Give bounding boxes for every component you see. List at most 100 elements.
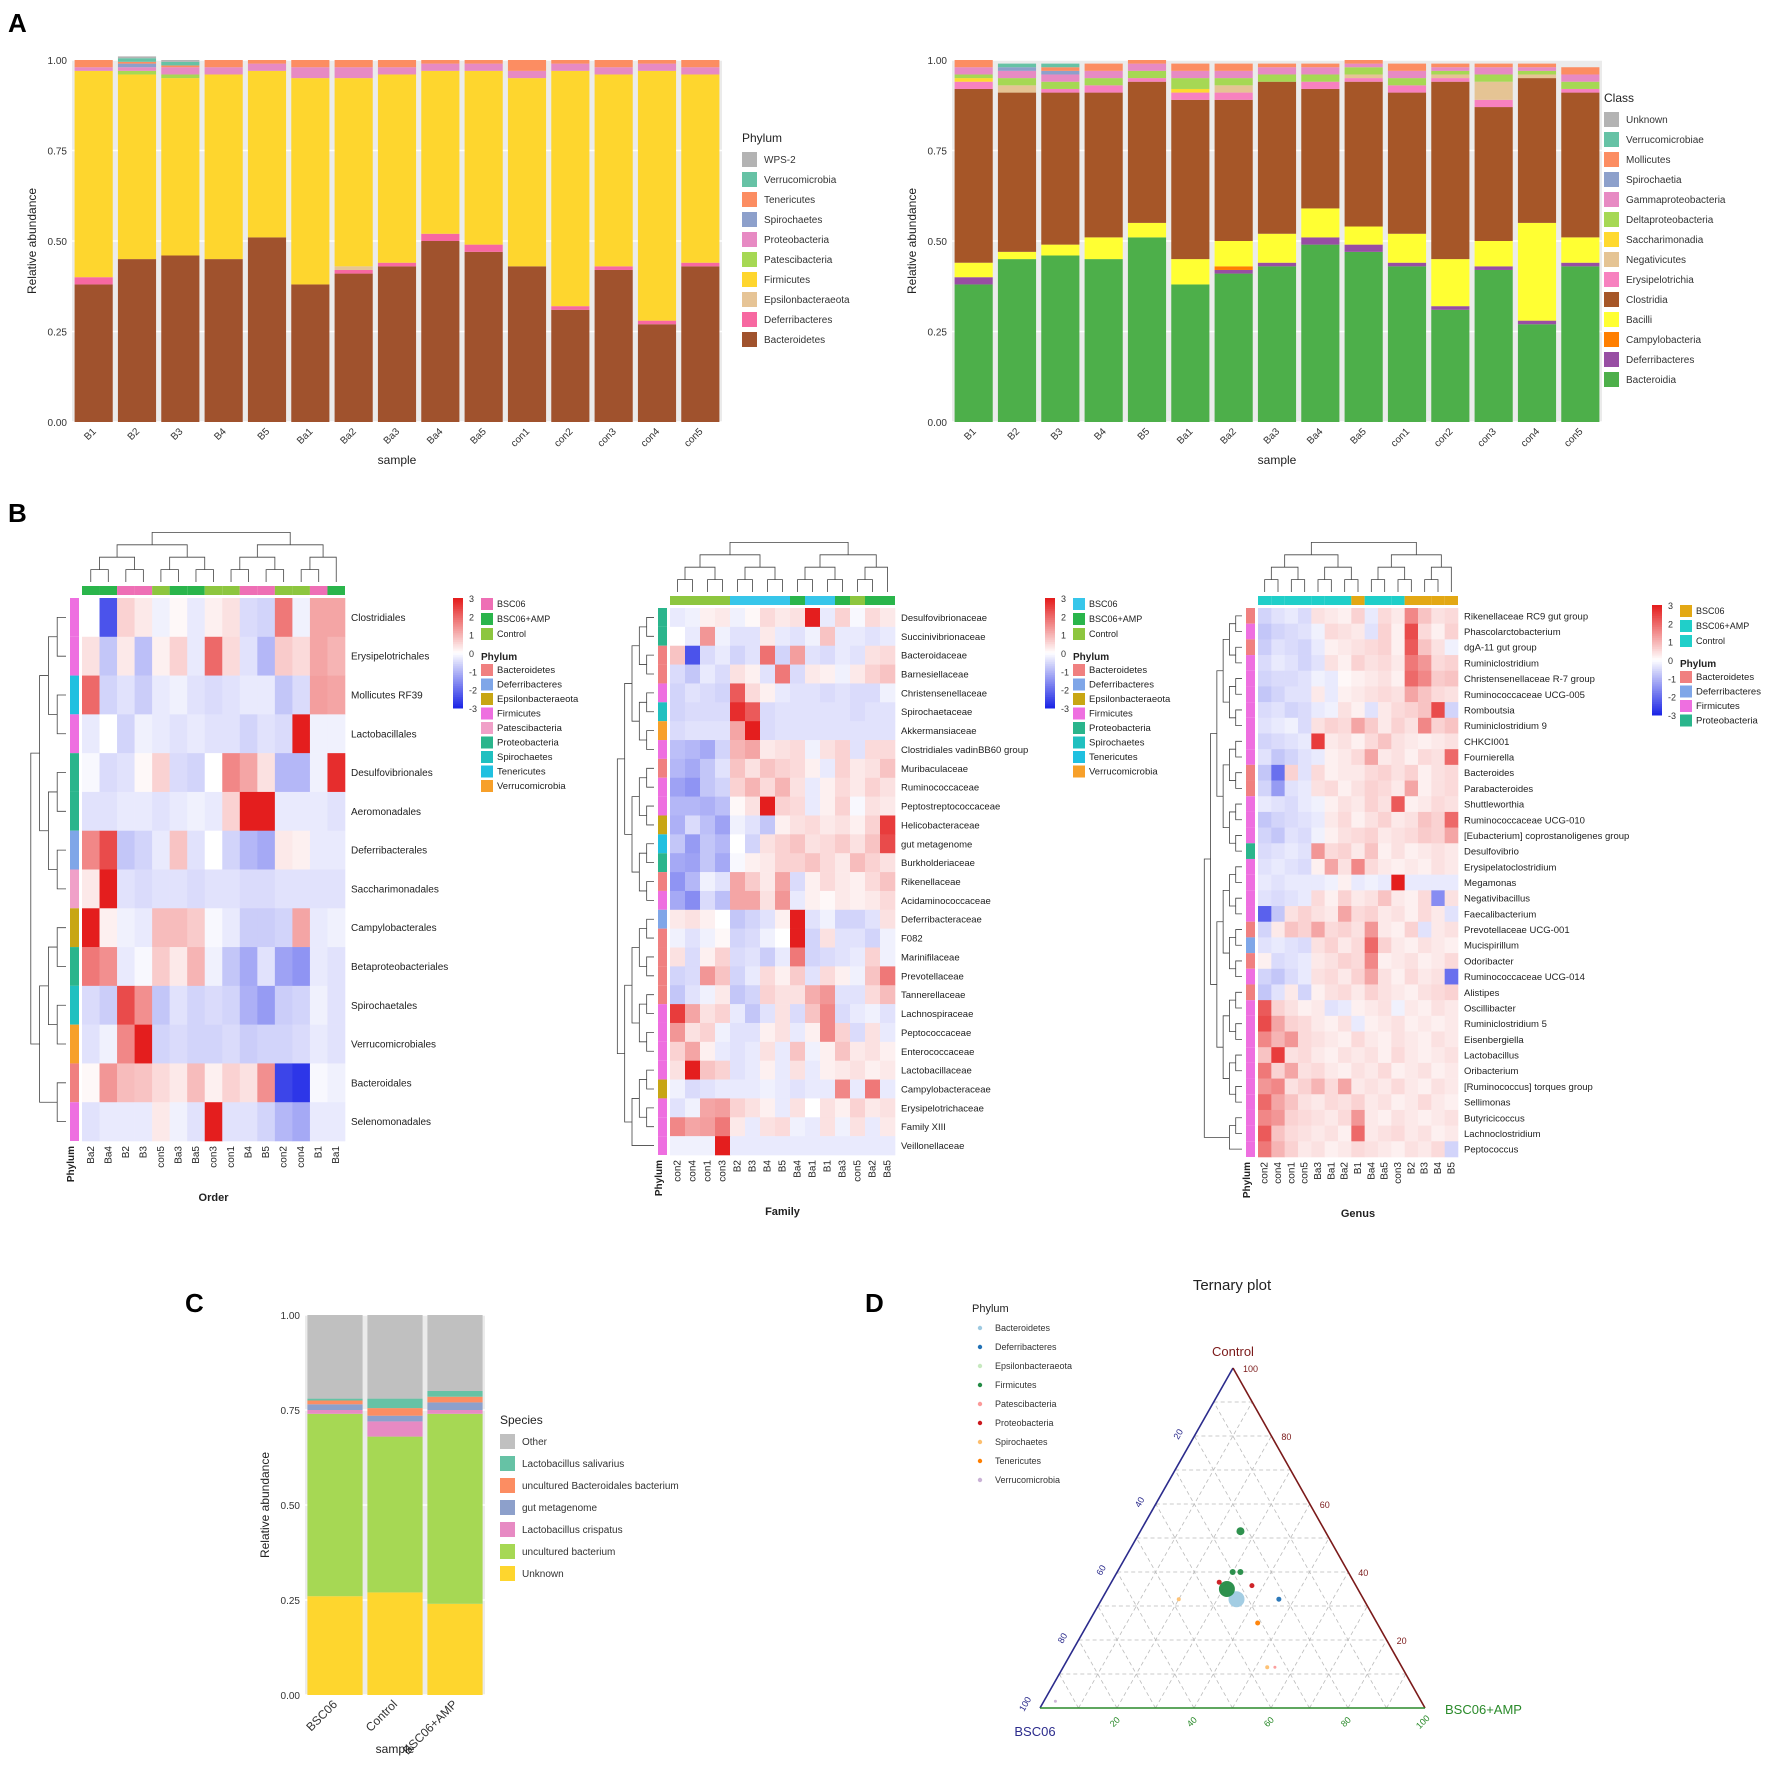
heatmap-cell <box>1284 1031 1299 1048</box>
color-scale-step <box>453 621 463 625</box>
column-label: con5 <box>853 1160 864 1182</box>
heatmap-cell <box>850 664 866 684</box>
bar-segment-bacilli <box>1517 222 1557 321</box>
heatmap-cell <box>1378 749 1392 766</box>
color-scale-step <box>453 645 463 648</box>
heatmap-cell <box>685 853 701 873</box>
heatmap-cell <box>1391 1062 1405 1079</box>
heatmap-cell <box>880 1022 896 1043</box>
heatmap-cell <box>1311 1000 1325 1017</box>
bar-segment-tenericutes <box>291 60 330 68</box>
heatmap-cell <box>1271 1031 1285 1048</box>
legend-label: Negativicutes <box>1626 255 1686 266</box>
column-group-bar <box>204 586 223 595</box>
heatmap-cell <box>99 1024 118 1064</box>
bar-segment-uncultured-bacterium <box>367 1436 423 1593</box>
heatmap-cell <box>700 1060 716 1080</box>
row-label: Spirochaetales <box>351 1001 417 1012</box>
color-scale-step <box>1045 698 1055 702</box>
color-scale-step <box>453 616 463 619</box>
heatmap-cell <box>99 598 118 638</box>
heatmap-cell <box>309 1102 328 1142</box>
dendrogram-branch <box>797 579 813 592</box>
heatmap-cell <box>820 664 836 684</box>
heatmap-cell <box>1271 1109 1285 1126</box>
row-label: Marinifilaceae <box>901 952 960 963</box>
heatmap-cell <box>1324 1000 1339 1017</box>
heatmap-cell <box>1378 1078 1392 1095</box>
heatmap-cell <box>1258 1062 1272 1079</box>
dendrogram-branch <box>1235 1117 1242 1134</box>
heatmap-cell <box>775 740 791 760</box>
legend-label: Campylobacteria <box>1626 335 1701 346</box>
phylum-legend-label: Deferribacteres <box>1089 680 1154 691</box>
legend-swatch <box>500 1478 515 1493</box>
heatmap-cell <box>820 985 836 1005</box>
heatmap-cell <box>1258 906 1272 923</box>
phylum-legend-swatch <box>481 722 493 734</box>
group-legend-label: BSC06+AMP <box>1089 614 1142 624</box>
heatmap-cell <box>1338 1000 1352 1017</box>
heatmap-cell <box>1444 1062 1459 1079</box>
heatmap-cell <box>805 608 821 628</box>
heatmap-cell <box>134 869 153 909</box>
row-phylum-bar <box>70 791 79 831</box>
heatmap-cell <box>700 608 716 628</box>
heatmap-cell <box>715 683 731 703</box>
heatmap-cell <box>239 675 258 715</box>
heatmap-cell <box>222 830 241 870</box>
heatmap-cell <box>730 853 746 873</box>
heatmap-cell <box>805 985 821 1005</box>
heatmap-cell <box>1364 953 1379 970</box>
heatmap-cell <box>1364 733 1379 750</box>
heatmap-cell <box>880 947 896 967</box>
heatmap-cell <box>880 608 896 628</box>
color-scale-step <box>1045 649 1055 652</box>
heatmap-cell <box>1364 890 1379 907</box>
heatmap-cell <box>685 1041 701 1061</box>
heatmap-cell <box>1338 639 1352 656</box>
color-scale-step <box>1652 617 1662 621</box>
heatmap-cell <box>1271 1062 1285 1079</box>
heatmap-cell <box>1431 670 1445 687</box>
heatmap-cell <box>790 758 806 779</box>
heatmap-cell <box>760 626 776 647</box>
heatmap-cell <box>745 1022 761 1043</box>
heatmap-cell <box>1324 843 1339 860</box>
row-phylum-bar <box>1246 655 1255 671</box>
column-label: Ba4 <box>793 1160 804 1178</box>
tick-label-amp: 20 <box>1108 1715 1122 1729</box>
phylum-legend-swatch <box>481 780 493 792</box>
heatmap-cell <box>82 1024 100 1064</box>
heatmap-cell <box>1258 655 1272 672</box>
heatmap-cell <box>790 721 806 741</box>
bar-segment-bacteroidetes <box>334 273 373 422</box>
heatmap-cell <box>309 598 328 638</box>
heatmap-cell <box>1351 1015 1365 1032</box>
heatmap-cell <box>1364 811 1379 828</box>
heatmap-cell <box>760 1117 776 1137</box>
bar-segment-verrucomicrobiae <box>1041 63 1080 68</box>
color-scale-step <box>1652 671 1662 674</box>
heatmap-cell <box>1298 1141 1312 1158</box>
heatmap-cell <box>820 1098 836 1118</box>
heatmap-cell <box>117 1024 135 1064</box>
heatmap-cell <box>239 830 258 870</box>
heatmap-cell <box>309 947 328 987</box>
dendrogram-branch <box>1216 670 1224 797</box>
color-scale-tick: 0 <box>1061 649 1066 659</box>
heatmap-cell <box>1258 608 1272 624</box>
heatmap-cell <box>1324 968 1339 985</box>
column-group-bar <box>1418 596 1432 605</box>
color-scale-step <box>453 638 463 641</box>
dendrogram-branch <box>729 542 849 555</box>
color-scale-step <box>453 651 463 654</box>
row-phylum-bar <box>658 1060 667 1080</box>
bar-segment-bacilli <box>1084 237 1123 260</box>
heatmap-cell <box>1444 1109 1459 1126</box>
bar-segment-deferribacteres <box>681 262 720 267</box>
legend-swatch <box>1604 272 1619 287</box>
column-group-bar <box>292 586 310 595</box>
data-point-firmicutes <box>1218 1581 1235 1597</box>
heatmap-cell <box>327 753 346 793</box>
